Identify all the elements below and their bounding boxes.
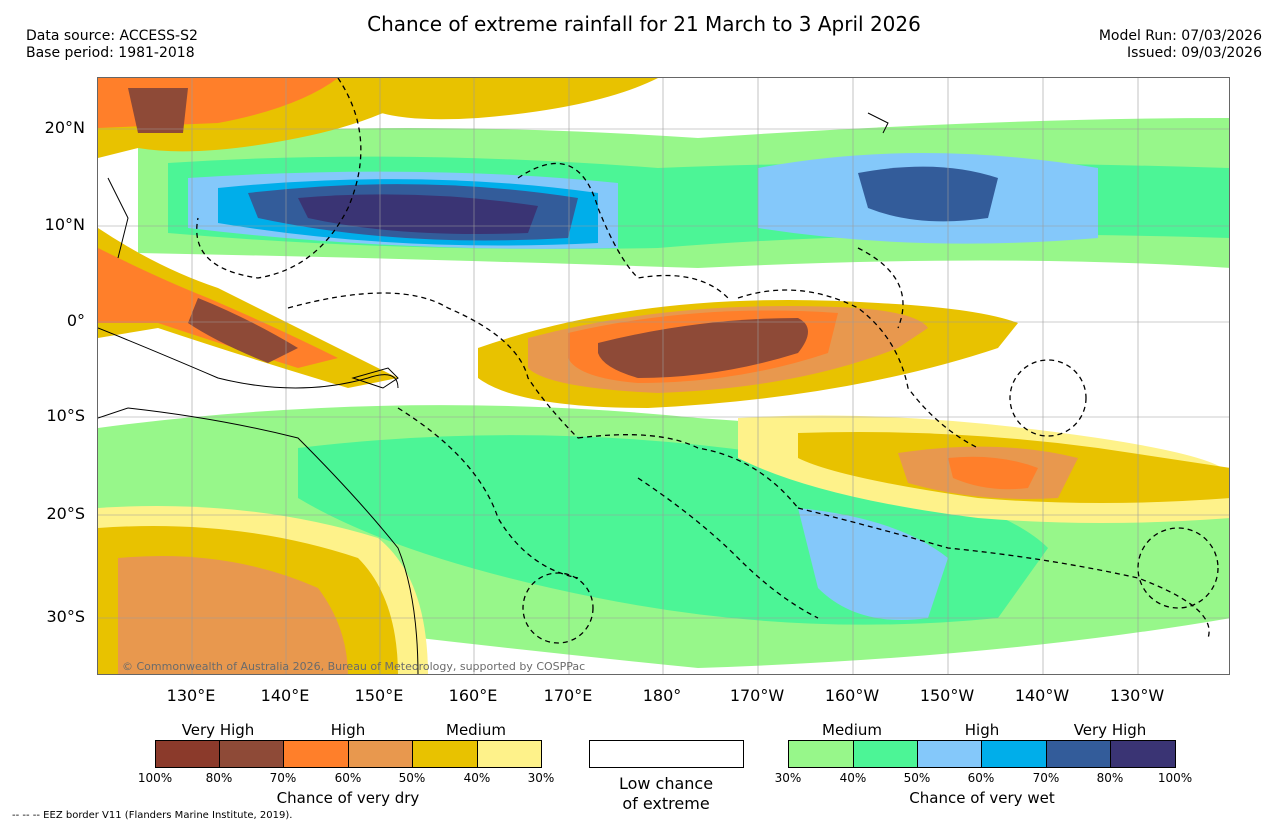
- dry-tick: 70%: [269, 771, 297, 785]
- wet-tick: 60%: [967, 771, 995, 785]
- lon-label: 160°W: [824, 686, 880, 705]
- dry-category-medium: Medium: [446, 721, 506, 739]
- lat-label: 10°N: [44, 215, 85, 234]
- lon-label: 150°E: [354, 686, 404, 705]
- wet-tick: 50%: [903, 771, 931, 785]
- dry-swatch: [349, 741, 413, 767]
- dry-tick: 80%: [205, 771, 233, 785]
- low-chance-swatch: [589, 740, 744, 768]
- data-source-text: Data source: ACCESS-S2: [26, 28, 198, 44]
- wet-swatch: [918, 741, 982, 767]
- wet-legend-title: Chance of very wet: [909, 789, 1055, 807]
- low-chance-line1: Low chance: [618, 774, 714, 793]
- dry-swatch: [156, 741, 220, 767]
- map-graphic: [98, 78, 1229, 674]
- base-period-text: Base period: 1981-2018: [26, 45, 195, 61]
- wet-swatch: [1047, 741, 1111, 767]
- wet-swatch: [854, 741, 918, 767]
- aus-dry-60: [118, 556, 348, 674]
- lat-label: 20°S: [46, 504, 85, 523]
- dry-category-high: High: [330, 721, 366, 739]
- meta-right: Model Run: 07/03/2026 Issued: 09/03/2026: [1099, 28, 1262, 62]
- dry-swatch: [413, 741, 478, 767]
- wet-tick: 40%: [839, 771, 867, 785]
- lon-label: 180°: [642, 686, 682, 705]
- wet-swatch: [982, 741, 1047, 767]
- lat-label: 20°N: [44, 118, 85, 137]
- dry-swatch: [220, 741, 284, 767]
- graticule: [98, 78, 1229, 674]
- rainfall-map: [97, 77, 1230, 675]
- lat-label: 10°S: [46, 406, 85, 425]
- lon-label: 160°E: [448, 686, 498, 705]
- low-chance-label: Low chance of extreme: [566, 774, 766, 814]
- wet-tick: 100%: [1157, 771, 1193, 785]
- lon-label: 130°W: [1109, 686, 1165, 705]
- wet-tick: 70%: [1032, 771, 1060, 785]
- lat-label: 0°: [66, 311, 85, 330]
- nw-dry-veryhigh: [128, 88, 188, 133]
- dry-swatch: [284, 741, 349, 767]
- lon-label: 170°E: [543, 686, 593, 705]
- lon-label: 170°W: [729, 686, 785, 705]
- png-dry-veryhigh: [188, 298, 298, 363]
- dry-swatch: [478, 741, 541, 767]
- issued-text: Issued: 09/03/2026: [1127, 45, 1262, 61]
- eez-footnote: -- -- -- EEZ border V11 (Flanders Marine…: [12, 810, 293, 821]
- wet-swatch: [1111, 741, 1175, 767]
- south-wet-high: [798, 508, 948, 620]
- meta-left: Data source: ACCESS-S2 Base period: 1981…: [26, 28, 198, 62]
- dry-tick: 50%: [398, 771, 426, 785]
- north-wet-100: [298, 194, 538, 234]
- equator-dry-veryhigh: [598, 318, 808, 378]
- lon-label: 140°W: [1014, 686, 1070, 705]
- lon-label: 150°W: [919, 686, 975, 705]
- lon-label: 140°E: [260, 686, 310, 705]
- copyright-text: © Commonwealth of Australia 2026, Bureau…: [122, 660, 586, 673]
- eez-borders: [196, 78, 1219, 644]
- lat-label: 30°S: [46, 607, 85, 626]
- wet-swatch: [789, 741, 854, 767]
- dry-colorbar: [155, 740, 542, 768]
- dry-tick: 60%: [334, 771, 362, 785]
- dry-category-veryhigh: Very High: [181, 721, 255, 739]
- lon-label: 130°E: [166, 686, 216, 705]
- wet-category-veryhigh: Very High: [1073, 721, 1147, 739]
- dry-tick: 100%: [137, 771, 173, 785]
- spcz-dry-high: [948, 456, 1038, 490]
- wet-tick: 80%: [1096, 771, 1124, 785]
- dry-legend-title: Chance of very dry: [276, 789, 420, 807]
- low-chance-line2: of extreme: [622, 794, 710, 813]
- hawaii-wet-80: [858, 166, 998, 222]
- wet-category-high: High: [964, 721, 1000, 739]
- dry-tick: 40%: [463, 771, 491, 785]
- png-dry-medium: [98, 228, 398, 388]
- wet-tick: 30%: [774, 771, 802, 785]
- coastlines: [98, 112, 889, 674]
- wet-category-medium: Medium: [822, 721, 882, 739]
- north-dry-strip: [368, 78, 658, 120]
- dry-tick: 30%: [527, 771, 555, 785]
- wet-colorbar: [788, 740, 1176, 768]
- model-run-text: Model Run: 07/03/2026: [1098, 28, 1262, 44]
- map-title: Chance of extreme rainfall for 21 March …: [367, 12, 921, 36]
